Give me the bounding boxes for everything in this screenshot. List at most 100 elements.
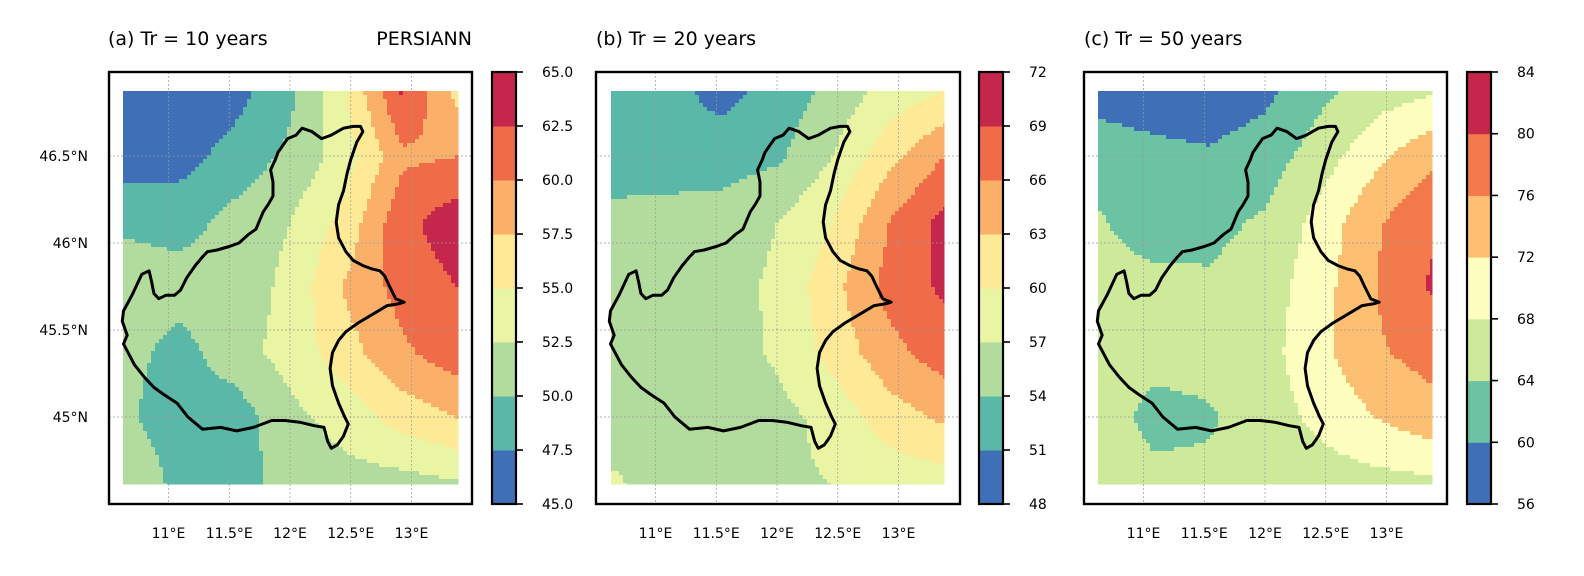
- contour-cell: [303, 191, 308, 196]
- contour-cell: [355, 91, 360, 96]
- contour-cell: [263, 211, 268, 216]
- contour-cell: [359, 195, 364, 200]
- contour-cell: [351, 143, 356, 148]
- contour-cell: [327, 279, 332, 284]
- contour-cell: [311, 267, 316, 272]
- contour-cell: [311, 259, 316, 264]
- contour-cell: [263, 179, 268, 184]
- contour-cell: [127, 151, 132, 156]
- contour-cell: [167, 211, 172, 216]
- contour-cell: [419, 191, 424, 196]
- contour-cell: [275, 183, 280, 188]
- contour-cell: [355, 199, 360, 204]
- contour-cell: [151, 175, 156, 180]
- contour-cell: [279, 123, 284, 128]
- contour-cell: [279, 119, 284, 124]
- contour-cell: [123, 267, 128, 272]
- contour-cell: [231, 211, 236, 216]
- contour-cell: [147, 183, 152, 188]
- contour-cell: [171, 327, 176, 332]
- contour-cell: [291, 279, 296, 284]
- contour-cell: [355, 267, 360, 272]
- contour-cell: [239, 175, 244, 180]
- contour-cell: [319, 303, 324, 308]
- contour-cell: [251, 111, 256, 116]
- contour-cell: [151, 279, 156, 284]
- contour-cell: [171, 243, 176, 248]
- contour-cell: [391, 323, 396, 328]
- contour-cell: [363, 259, 368, 264]
- contour-cell: [315, 123, 320, 128]
- contour-cell: [299, 295, 304, 300]
- contour-cell: [167, 255, 172, 260]
- contour-cell: [315, 211, 320, 216]
- contour-cell: [243, 107, 248, 112]
- contour-cell: [143, 119, 148, 124]
- contour-cell: [127, 91, 132, 96]
- contour-cell: [267, 191, 272, 196]
- contour-cell: [435, 239, 440, 244]
- contour-cell: [143, 151, 148, 156]
- contour-cell: [451, 275, 456, 280]
- contour-cell: [355, 179, 360, 184]
- contour-cell: [147, 227, 152, 232]
- contour-cell: [187, 199, 192, 204]
- contour-cell: [351, 311, 356, 316]
- contour-cell: [211, 191, 216, 196]
- contour-cell: [403, 235, 408, 240]
- contour-cell: [371, 215, 376, 220]
- contour-cell: [367, 303, 372, 308]
- contour-cell: [179, 151, 184, 156]
- contour-cell: [395, 171, 400, 176]
- contour-cell: [363, 175, 368, 180]
- contour-cell: [131, 99, 136, 104]
- contour-cell: [219, 135, 224, 140]
- contour-cell: [131, 183, 136, 188]
- contour-cell: [215, 239, 220, 244]
- contour-cell: [407, 287, 412, 292]
- contour-cell: [127, 143, 132, 148]
- contour-cell: [255, 183, 260, 188]
- contour-cell: [123, 235, 128, 240]
- contour-cell: [411, 215, 416, 220]
- contour-cell: [251, 143, 256, 148]
- contour-cell: [263, 299, 268, 304]
- contour-cell: [315, 259, 320, 264]
- contour-cell: [187, 263, 192, 268]
- contour-cell: [163, 179, 168, 184]
- contour-cell: [371, 99, 376, 104]
- contour-cell: [191, 91, 196, 96]
- contour-cell: [387, 143, 392, 148]
- contour-cell: [335, 191, 340, 196]
- contour-cell: [303, 235, 308, 240]
- contour-cell: [235, 303, 240, 308]
- contour-cell: [379, 203, 384, 208]
- contour-cell: [295, 155, 300, 160]
- contour-cell: [303, 267, 308, 272]
- contour-cell: [375, 151, 380, 156]
- contour-cell: [431, 191, 436, 196]
- contour-cell: [203, 323, 208, 328]
- contour-cell: [255, 171, 260, 176]
- contour-cell: [135, 119, 140, 124]
- contour-cell: [307, 143, 312, 148]
- contour-cell: [355, 151, 360, 156]
- contour-cell: [355, 95, 360, 100]
- contour-cell: [259, 195, 264, 200]
- contour-cell: [375, 235, 380, 240]
- contour-cell: [239, 227, 244, 232]
- contour-cell: [215, 167, 220, 172]
- contour-cell: [351, 235, 356, 240]
- contour-cell: [175, 135, 180, 140]
- contour-cell: [187, 231, 192, 236]
- contour-cell: [151, 115, 156, 120]
- contour-cell: [199, 231, 204, 236]
- contour-cell: [291, 247, 296, 252]
- contour-cell: [135, 107, 140, 112]
- contour-cell: [271, 295, 276, 300]
- contour-cell: [283, 135, 288, 140]
- contour-cell: [327, 247, 332, 252]
- contour-cell: [215, 195, 220, 200]
- contour-cell: [175, 139, 180, 144]
- contour-cell: [239, 211, 244, 216]
